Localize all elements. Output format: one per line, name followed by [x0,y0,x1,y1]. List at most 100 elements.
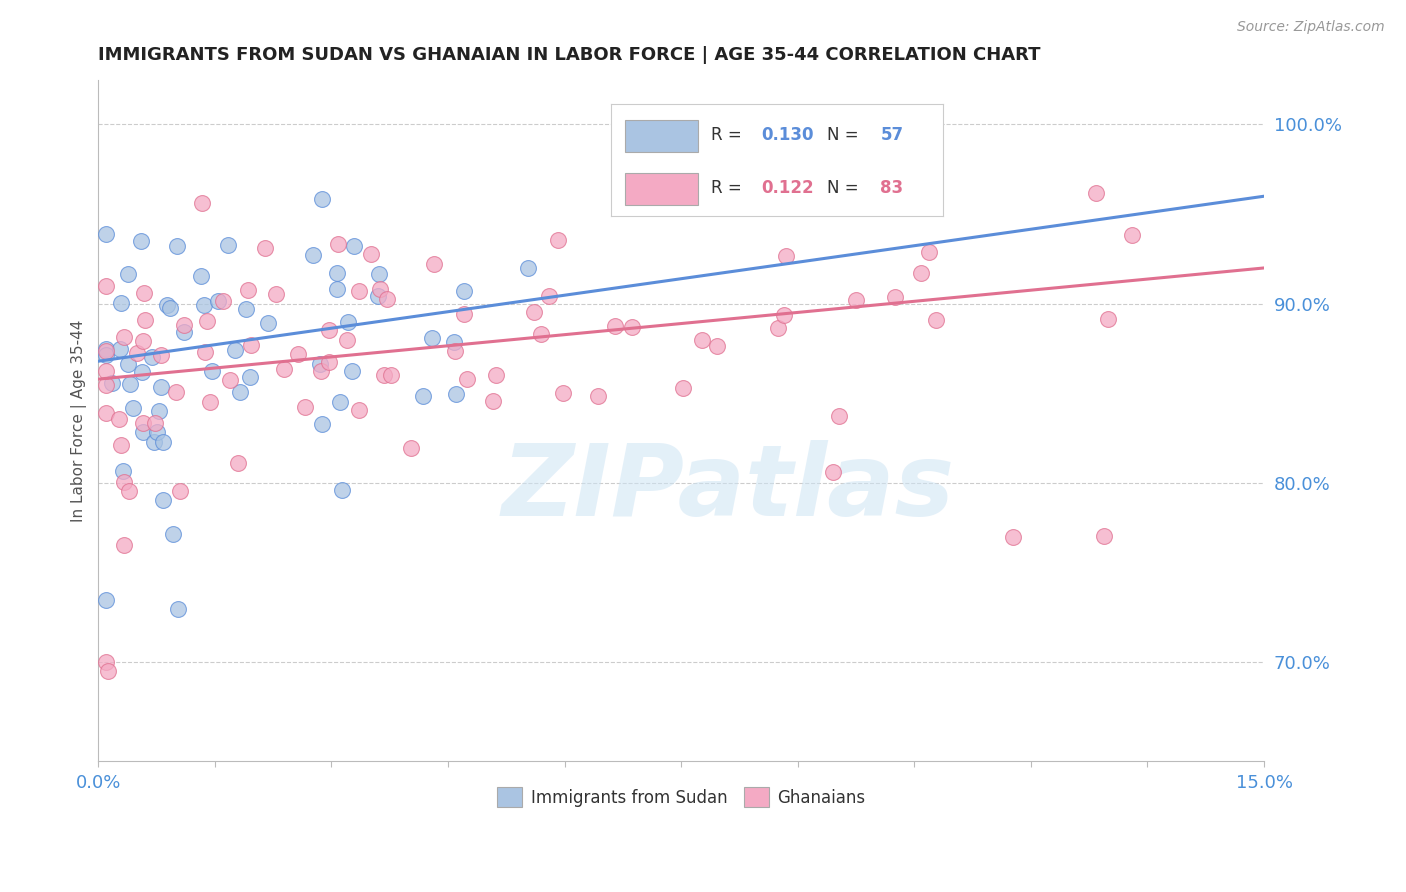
Point [212,293,235,308]
Point [910,266,932,280]
Point [150,380,173,394]
Point [173,318,195,333]
Point [152,492,174,507]
Point [917,245,939,260]
Point [588,389,610,403]
Point [132,286,155,301]
Point [311,417,333,431]
Point [925,313,948,327]
Point [326,282,349,296]
Point [112,475,135,489]
Point [162,527,184,541]
Point [273,361,295,376]
Point [692,334,714,348]
Point [166,601,188,615]
Point [152,435,174,450]
Point [311,363,333,377]
Point [1121,227,1143,242]
Point [412,389,434,403]
Point [100,376,122,390]
Point [117,357,139,371]
Point [482,394,505,409]
Point [94,227,117,242]
Point [94,364,117,378]
Point [605,319,627,334]
Point [122,401,145,416]
Point [485,368,508,382]
Point [240,338,263,352]
Point [94,342,117,356]
Point [318,323,340,337]
Point [287,347,309,361]
Point [112,330,135,344]
Point [821,465,844,479]
Y-axis label: In Labor Force | Age 35-44: In Labor Force | Age 35-44 [72,319,87,522]
Point [620,320,643,334]
Point [201,364,224,378]
Point [173,325,195,339]
Point [373,368,395,382]
Point [706,338,728,352]
Point [368,282,391,296]
Point [884,290,907,304]
Point [254,241,277,255]
Point [111,464,134,478]
Point [194,345,217,359]
Point [129,235,152,249]
Point [420,331,443,345]
Point [94,348,117,362]
Point [94,592,117,607]
Point [330,483,353,497]
Point [336,315,359,329]
Point [235,302,257,317]
Point [775,249,797,263]
Point [118,376,141,391]
Point [224,343,246,357]
Point [309,358,332,372]
Point [302,248,325,262]
Point [239,370,262,384]
Point [844,184,866,198]
Point [257,317,280,331]
Point [94,378,117,392]
Point [132,334,155,349]
Point [672,381,695,395]
Point [844,293,866,308]
Point [198,395,221,409]
Legend: Immigrants from Sudan, Ghanaians: Immigrants from Sudan, Ghanaians [491,780,872,814]
Point [132,425,155,439]
Point [340,364,363,378]
Point [191,196,214,211]
Point [517,260,540,275]
Text: IMMIGRANTS FROM SUDAN VS GHANAIAN IN LABOR FORCE | AGE 35-44 CORRELATION CHART: IMMIGRANTS FROM SUDAN VS GHANAIAN IN LAB… [98,46,1040,64]
Point [166,238,188,252]
Point [118,483,141,498]
Point [444,344,467,359]
Point [456,372,478,386]
Point [1001,530,1024,544]
Point [443,335,465,350]
Point [125,346,148,360]
Point [117,267,139,281]
Point [94,279,117,293]
Point [141,350,163,364]
Point [523,305,546,319]
Point [1085,186,1108,201]
Point [399,441,422,455]
Point [423,257,446,271]
Point [329,395,352,409]
Point [219,373,242,387]
Point [94,407,117,421]
Point [318,355,340,369]
Point [165,384,187,399]
Point [375,292,398,306]
Point [453,284,475,298]
Point [360,246,382,260]
Point [444,386,467,401]
Point [94,344,117,359]
Point [146,425,169,439]
Point [349,284,371,298]
Point [551,386,574,401]
Point [294,401,316,415]
Point [110,438,132,452]
